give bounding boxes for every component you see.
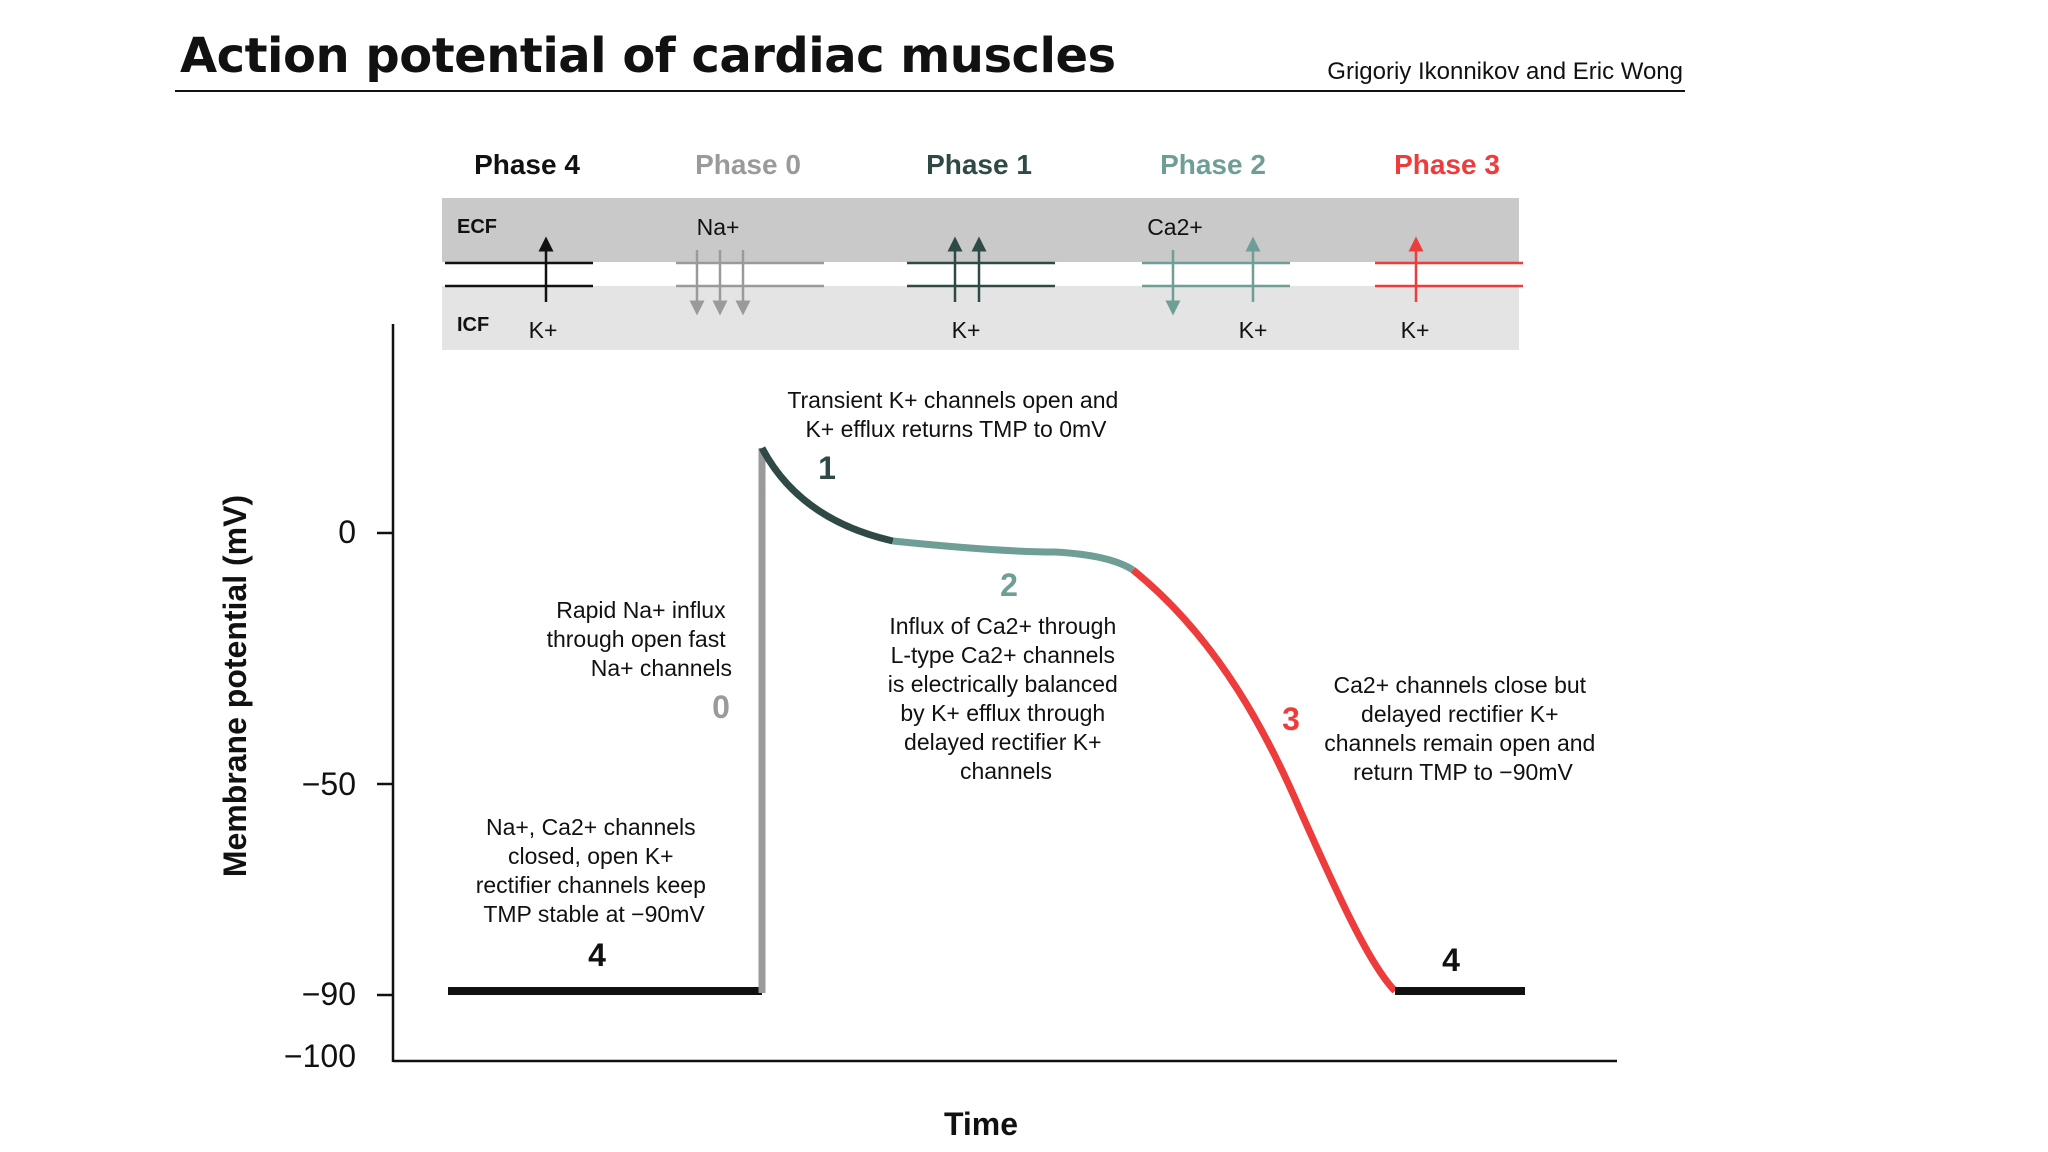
icf-label: ICF	[457, 314, 489, 336]
annotation-phase-2-line-2: L-type Ca2+ channels	[891, 642, 1115, 668]
curve-phase-3	[1130, 567, 1398, 994]
membrane-gap	[442, 262, 1519, 286]
annotation-phase-2-line-4: by K+ efflux through	[900, 700, 1105, 726]
annotation-phase-0-line-1: Rapid Na+ influx	[556, 597, 726, 623]
ytick-label-minus100: −100	[284, 1038, 356, 1074]
icf-band	[442, 286, 1519, 350]
phase-0-channel	[676, 250, 824, 316]
phase-1-ion-k: K+	[952, 317, 981, 343]
annotation-phase-3-line-1: Ca2+ channels close but	[1334, 672, 1587, 698]
annotation-phase-1: Transient K+ channels open and K+ efflux…	[787, 387, 1124, 442]
curve-label-0: 0	[712, 689, 730, 725]
curve-label-2: 2	[1000, 567, 1018, 603]
curve-label-4-right: 4	[1442, 942, 1460, 978]
curve-label-3: 3	[1282, 701, 1300, 737]
phase-4-header: Phase 4	[474, 149, 580, 180]
ecf-label: ECF	[457, 216, 497, 238]
ytick-label-minus50: −50	[302, 766, 356, 802]
phase-4-channel	[445, 236, 593, 302]
annotation-phase-2: Influx of Ca2+ through L-type Ca2+ chann…	[888, 613, 1125, 784]
ytick-label-minus90: −90	[302, 976, 356, 1012]
annotation-phase-2-line-5: delayed rectifier K+	[904, 729, 1102, 755]
ecf-band	[442, 198, 1519, 262]
annotation-phase-2-line-1: Influx of Ca2+ through	[889, 613, 1116, 639]
phase-0-ion-na: Na+	[697, 214, 740, 240]
phase-2-channel	[1142, 236, 1290, 316]
page-title: Action potential of cardiac muscles	[180, 28, 1116, 84]
annotation-phase-0-line-2: through open fast	[547, 626, 727, 652]
annotation-phase-4: Na+, Ca2+ channels closed, open K+ recti…	[476, 814, 713, 927]
phase-1-channel	[907, 236, 1055, 302]
phase-4-ion-k: K+	[529, 317, 558, 343]
curve-phase-2	[892, 537, 1135, 573]
phase-1-header: Phase 1	[926, 149, 1032, 180]
curve-label-4-left: 4	[588, 937, 606, 973]
phase-2-header: Phase 2	[1160, 149, 1266, 180]
annotation-phase-3-line-4: return TMP to −90mV	[1353, 759, 1573, 785]
x-axis-label: Time	[944, 1106, 1018, 1142]
annotation-phase-3-line-3: channels remain open and	[1324, 730, 1595, 756]
annotation-phase-4-line-3: rectifier channels keep	[476, 872, 706, 898]
authors-credit: Grigoriy Ikonnikov and Eric Wong	[1327, 58, 1683, 85]
title-underline	[175, 90, 1685, 92]
ytick-label-0: 0	[338, 514, 356, 550]
phase-0-header: Phase 0	[695, 149, 801, 180]
curve-phase-1	[758, 446, 894, 545]
annotation-phase-2-line-6: channels	[960, 758, 1052, 784]
phase-2-ion-ca: Ca2+	[1147, 214, 1203, 240]
phase-3-header: Phase 3	[1394, 149, 1500, 180]
annotation-phase-4-line-2: closed, open K+	[508, 843, 674, 869]
annotation-phase-1-line-2: K+ efflux returns TMP to 0mV	[805, 416, 1107, 442]
annotation-phase-0: Rapid Na+ influx through open fast Na+ c…	[547, 597, 732, 681]
annotation-phase-2-line-3: is electrically balanced	[888, 671, 1118, 697]
annotation-phase-0-line-3: Na+ channels	[591, 655, 732, 681]
annotation-phase-3: Ca2+ channels close but delayed rectifie…	[1324, 672, 1601, 785]
annotation-phase-3-line-2: delayed rectifier K+	[1361, 701, 1559, 727]
annotation-phase-4-line-1: Na+, Ca2+ channels	[486, 814, 696, 840]
annotation-phase-4-line-4: TMP stable at −90mV	[483, 901, 705, 927]
phase-3-ion-k: K+	[1401, 317, 1430, 343]
y-axis-label: Membrane potential (mV)	[217, 495, 253, 877]
annotation-phase-1-line-1: Transient K+ channels open and	[787, 387, 1118, 413]
curve-label-1: 1	[818, 450, 836, 486]
phase-3-channel	[1375, 236, 1523, 302]
phase-2-ion-k: K+	[1239, 317, 1268, 343]
